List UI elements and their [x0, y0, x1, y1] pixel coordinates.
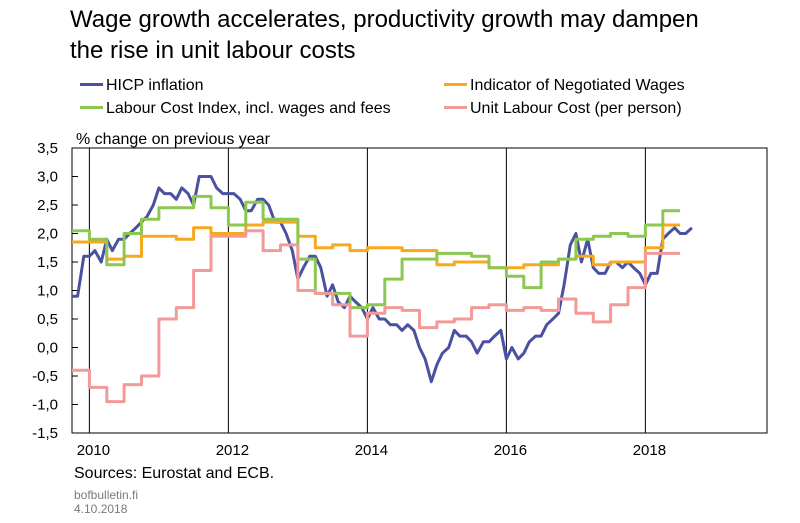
legend-item-unit-labour-cost: Unit Labour Cost (per person) [444, 99, 682, 119]
y-tick-label: -0,5 [32, 368, 58, 385]
y-tick-label: 3,0 [37, 169, 58, 186]
series-line-2 [72, 194, 681, 310]
site-footnote: bofbulletin.fi [74, 488, 139, 502]
y-axis-label: % change on previous year [76, 131, 270, 148]
x-tick-label: 2010 [77, 442, 110, 459]
x-tick-label: 2014 [355, 442, 388, 459]
chart-title: Wage growth accelerates, productivity gr… [70, 4, 699, 66]
y-tick-label: 2,0 [37, 226, 58, 243]
chart-title-line-2: the rise in unit labour costs [70, 37, 356, 64]
x-tick-label: 2018 [633, 442, 666, 459]
x-tick-label: 2016 [494, 442, 527, 459]
legend-label-unit-labour-cost: Unit Labour Cost (per person) [470, 100, 682, 117]
y-tick-label: 0,5 [37, 311, 58, 328]
legend-item-labour-cost-index: Labour Cost Index, incl. wages and fees [80, 99, 391, 119]
y-tick-label: 2,5 [37, 197, 58, 214]
series-line-1 [72, 220, 681, 270]
series-line-3 [72, 229, 681, 404]
y-tick-label: -1,5 [32, 425, 58, 442]
series-line-0 [72, 175, 693, 384]
legend-label-labour-cost-index: Labour Cost Index, incl. wages and fees [106, 100, 391, 117]
legend-swatch-labour-cost-index [80, 106, 103, 110]
y-tick-label: 1,0 [37, 283, 58, 300]
y-tick-label: 1,5 [37, 254, 58, 271]
legend-item-hicp: HICP inflation [80, 76, 204, 96]
x-tick-label: 2012 [216, 442, 249, 459]
date-footnote: 4.10.2018 [74, 502, 128, 516]
legend-swatch-negotiated-wages [444, 83, 467, 87]
legend-label-hicp: HICP inflation [106, 77, 204, 94]
legend-label-negotiated-wages: Indicator of Negotiated Wages [470, 77, 685, 94]
plot-frame [71, 147, 768, 434]
source-note: Sources: Eurostat and ECB. [74, 465, 275, 482]
legend-swatch-unit-labour-cost [444, 106, 467, 110]
legend-swatch-hicp [80, 83, 103, 87]
chart-title-line-1: Wage growth accelerates, productivity gr… [70, 6, 699, 33]
legend-item-negotiated-wages: Indicator of Negotiated Wages [444, 76, 685, 96]
y-tick-label: 0,0 [37, 340, 58, 357]
y-tick-label: -1,0 [32, 397, 58, 414]
y-tick-label: 3,5 [37, 140, 58, 157]
